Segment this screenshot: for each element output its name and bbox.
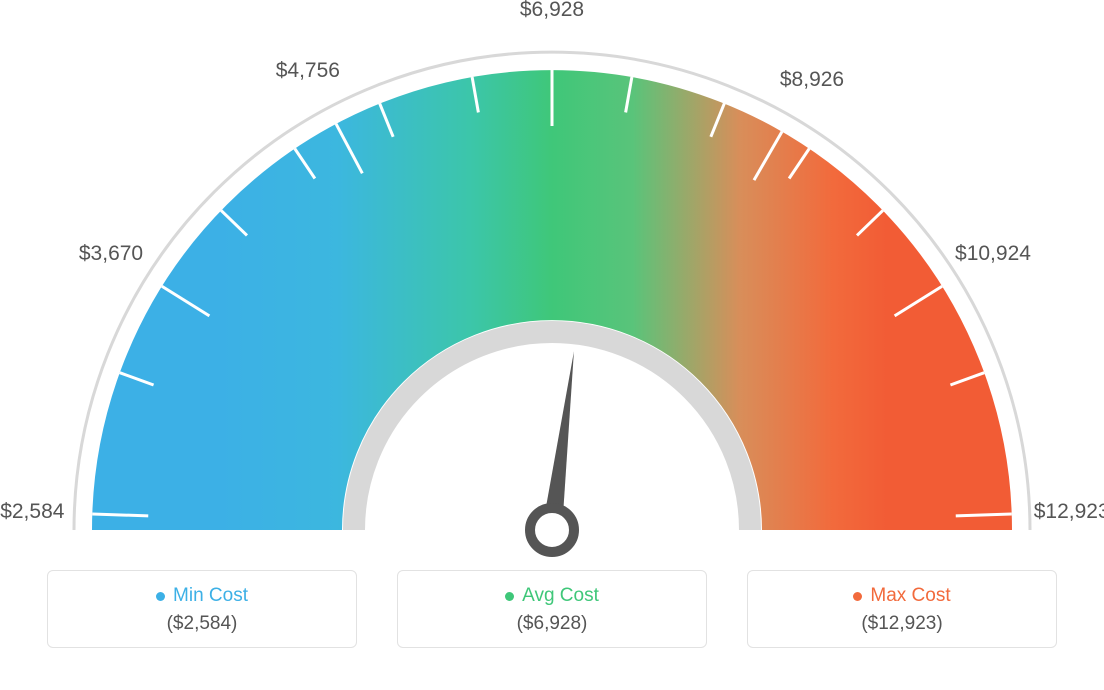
- legend-title: Min Cost: [173, 585, 248, 607]
- legend-dot-icon: [505, 592, 514, 601]
- gauge-tick-label: $3,670: [79, 242, 143, 266]
- legend-card: Max Cost ($12,923): [747, 570, 1057, 648]
- gauge-tick-label: $8,926: [780, 68, 844, 92]
- legend-value: ($12,923): [748, 613, 1056, 635]
- gauge-tick-label: $4,756: [276, 59, 340, 83]
- legend-card: Avg Cost ($6,928): [397, 570, 707, 648]
- gauge-svg: [0, 0, 1104, 560]
- gauge-tick-label: $12,923: [1034, 500, 1104, 524]
- legend-dot-icon: [156, 592, 165, 601]
- legend-value: ($6,928): [398, 613, 706, 635]
- gauge-tick-label: $10,924: [955, 242, 1031, 266]
- legend-dot-icon: [853, 592, 862, 601]
- legend-title-row: Min Cost: [48, 585, 356, 607]
- legend-title: Max Cost: [870, 585, 950, 607]
- legend-value: ($2,584): [48, 613, 356, 635]
- legend-row: Min Cost ($2,584) Avg Cost ($6,928) Max Cost…: [0, 570, 1104, 648]
- gauge-needle-hub: [530, 508, 574, 552]
- legend-title-row: Max Cost: [748, 585, 1056, 607]
- gauge-tick-major: [92, 514, 148, 516]
- legend-title-row: Avg Cost: [398, 585, 706, 607]
- legend-title: Avg Cost: [522, 585, 599, 607]
- gauge-tick-major: [956, 514, 1012, 516]
- legend-card: Min Cost ($2,584): [47, 570, 357, 648]
- gauge-tick-label: $6,928: [520, 0, 584, 22]
- cost-gauge: $2,584 $3,670 $4,756 $6,928 $8,926 $10,924 $12…: [0, 0, 1104, 560]
- gauge-tick-label: $2,584: [0, 500, 64, 524]
